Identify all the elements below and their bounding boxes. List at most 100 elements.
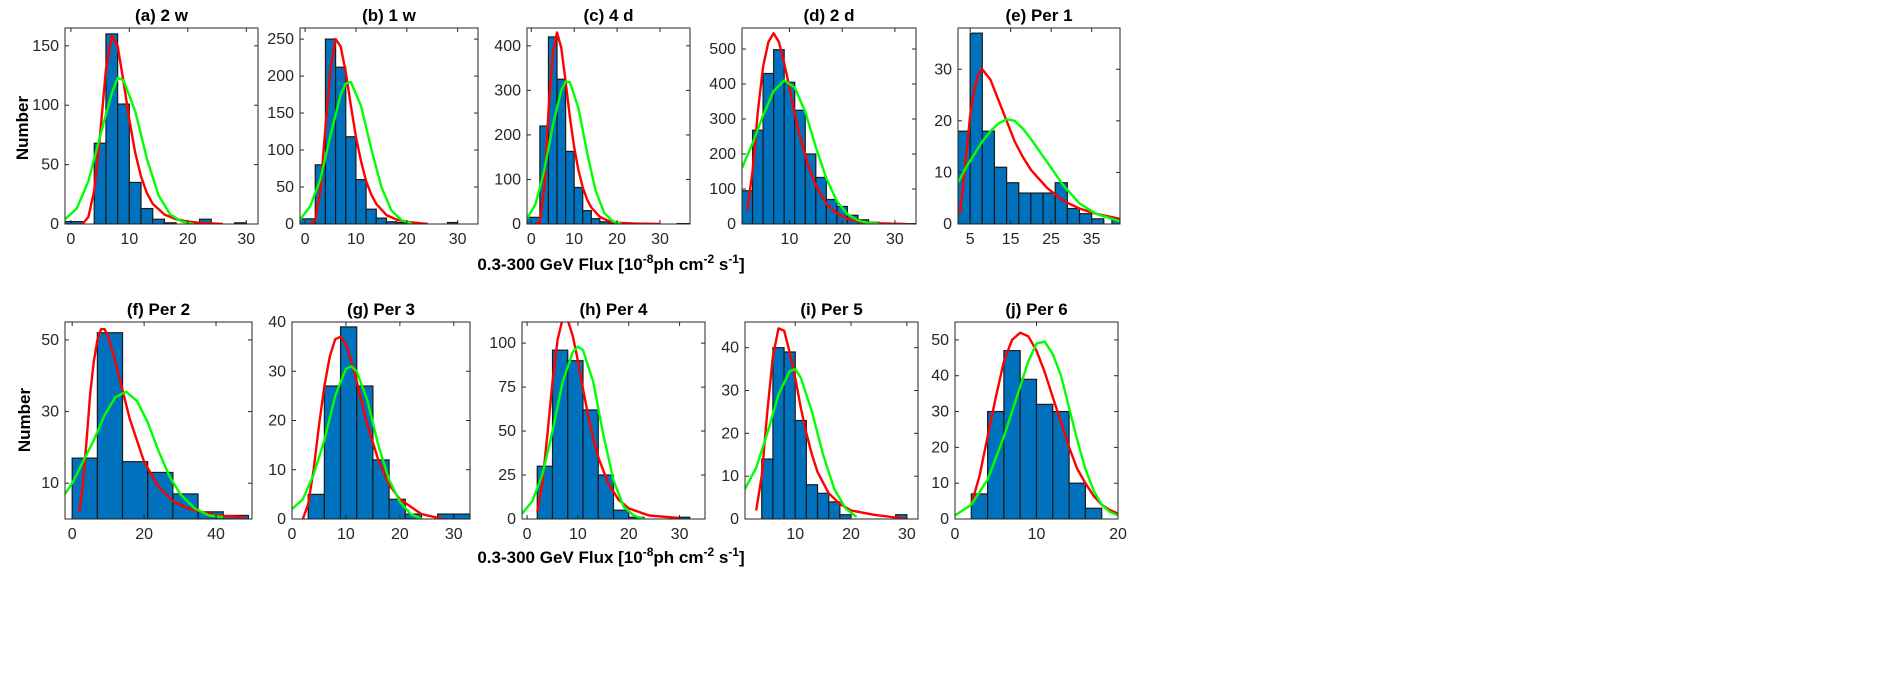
y-tick-label: 50 — [276, 179, 294, 196]
y-tick-label: 150 — [267, 105, 294, 122]
histogram-bar — [1078, 213, 1093, 224]
y-tick-label: 30 — [934, 61, 952, 78]
y-tick-label: 10 — [721, 468, 739, 485]
x-tick-label: 0 — [301, 231, 310, 248]
axes-box — [741, 27, 917, 225]
histogram-bar — [612, 509, 630, 519]
bars — [71, 332, 250, 519]
y-tick-label: 250 — [267, 31, 294, 48]
histogram-bar — [582, 409, 599, 519]
y-tick-label: 30 — [41, 404, 59, 421]
histogram-bar — [597, 474, 615, 519]
x-tick-label: 10 — [120, 231, 138, 248]
y-tick-label: 40 — [931, 368, 949, 385]
y-tick-label: 10 — [934, 164, 952, 181]
histogram-bar — [993, 166, 1008, 224]
axes-box — [64, 27, 259, 225]
y-tick-label: 0 — [730, 511, 739, 528]
fit-curves — [300, 37, 428, 224]
axes-box — [521, 321, 706, 520]
axes-box — [957, 27, 1121, 225]
gaussian-fit-curve — [65, 390, 224, 519]
histogram-bar — [828, 501, 841, 519]
y-axis-label-row-1: Number — [13, 96, 32, 161]
panel-6: 0 20 40 10 30 50 (f) Per 2 — [41, 300, 253, 543]
histogram-bar — [1003, 350, 1021, 519]
lognormal-fit-curve — [746, 32, 906, 224]
gaussian-fit-curve — [955, 340, 1118, 517]
y-tick-label: 20 — [931, 439, 949, 456]
y-tick-label: 25 — [498, 467, 516, 484]
histogram-bar — [773, 49, 785, 224]
panel-9: 10 20 30 0 10 20 30 40 (i) Per 5 — [721, 300, 919, 543]
histogram-bar — [1052, 410, 1070, 519]
histogram-bar — [335, 66, 347, 224]
y-tick-label: 0 — [507, 511, 516, 528]
histogram-bar — [128, 181, 142, 224]
histogram-bar — [1091, 218, 1105, 224]
x-tick-label: 20 — [833, 231, 851, 248]
x-tick-label: 15 — [1002, 231, 1020, 248]
gaussian-fit-curve — [527, 80, 622, 224]
bars — [970, 350, 1103, 519]
histogram-bar — [567, 360, 584, 519]
y-tick-label: 400 — [709, 76, 736, 93]
panel-title: (a) 2 w — [135, 6, 189, 25]
x-tick-label: 20 — [842, 526, 860, 543]
y-tick-label: 500 — [709, 41, 736, 58]
y-tick-label: 400 — [494, 38, 521, 55]
x-tick-label: 30 — [237, 231, 255, 248]
panel-title: (c) 4 d — [583, 6, 633, 25]
y-tick-label: 10 — [931, 475, 949, 492]
gaussian-fit-curve — [300, 80, 413, 224]
fit-curves — [522, 322, 680, 519]
histogram-bar — [121, 461, 149, 519]
bars — [300, 38, 459, 224]
gaussian-fit-curve — [65, 76, 194, 224]
y-tick-label: 75 — [498, 379, 516, 396]
y-tick-label: 30 — [931, 404, 949, 421]
x-tick-label: 10 — [337, 526, 355, 543]
panel-1: 0 10 20 30 0 50 100 150 (a) 2 w — [32, 6, 259, 248]
x-tick-label: 0 — [288, 526, 297, 543]
histogram-bar — [140, 207, 154, 224]
x-axis-label-row-1: 0.3-300 GeV Flux [10-8ph cm-2 s-1] — [477, 252, 744, 274]
fit-curves — [65, 35, 223, 224]
y-tick-label: 100 — [709, 181, 736, 198]
y-tick-label: 0 — [727, 216, 736, 233]
x-tick-label: 0 — [68, 526, 77, 543]
y-tick-label: 20 — [268, 413, 286, 430]
y-tick-label: 50 — [41, 157, 59, 174]
bars — [761, 347, 908, 519]
panel-2: 0 10 20 30 0 50 100 150 200 250 (b) 1 w — [267, 6, 479, 248]
x-tick-label: 20 — [179, 231, 197, 248]
histogram-bar — [794, 419, 807, 519]
bars — [958, 32, 1120, 224]
gaussian-fit-curve — [292, 365, 422, 519]
lognormal-fit-curve — [78, 328, 245, 519]
y-tick-label: 10 — [41, 475, 59, 492]
x-tick-label: 10 — [781, 231, 799, 248]
histogram-bar — [805, 484, 819, 519]
y-tick-label: 100 — [494, 171, 521, 188]
y-tick-label: 100 — [267, 142, 294, 159]
histogram-bar — [96, 332, 124, 519]
histogram-bar — [794, 109, 806, 224]
histogram-bar — [981, 130, 996, 224]
lognormal-fit-curve — [535, 31, 661, 224]
x-tick-label: 0 — [527, 231, 536, 248]
fit-curves — [955, 331, 1118, 517]
lognormal-fit-curve — [970, 331, 1118, 515]
y-tick-label: 50 — [41, 332, 59, 349]
y-tick-label: 0 — [512, 216, 521, 233]
y-tick-label: 20 — [934, 113, 952, 130]
y-tick-label: 40 — [721, 340, 739, 357]
y-tick-label: 100 — [32, 97, 59, 114]
histogram-bar — [1005, 182, 1020, 224]
panel-title: (f) Per 2 — [127, 300, 190, 319]
panel-7: 0 10 20 30 0 10 20 30 40 (g) Per 3 — [268, 300, 471, 543]
